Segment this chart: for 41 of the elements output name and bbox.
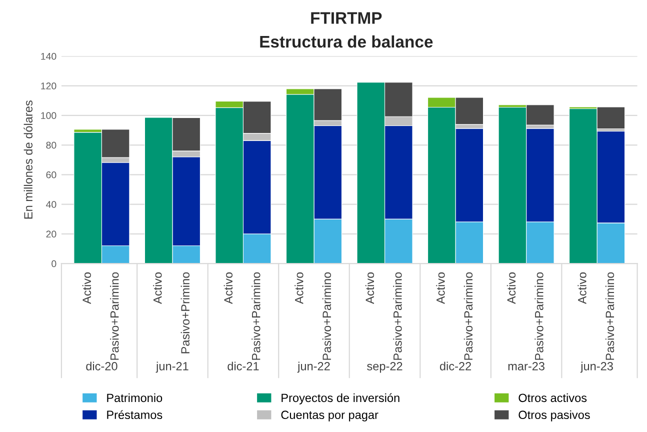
legend-label: Cuentas por pagar	[281, 410, 378, 422]
text: dic-22	[440, 362, 472, 370]
y-tick-label: 60	[46, 171, 56, 178]
x-tick-label: Pasivo+Parimino	[252, 272, 260, 360]
text: jun-22	[297, 362, 330, 373]
x-tick-label: Activo	[153, 272, 162, 304]
legend-label: Otros pasivos	[518, 410, 590, 422]
text: jun-23	[580, 362, 613, 373]
y-tick-label: 120	[41, 82, 56, 90]
y-tick-label: 140	[41, 52, 56, 60]
legend-label: Otros activos	[518, 393, 587, 402]
x-tick-label: Activo	[224, 272, 233, 304]
x-tick-label: Pasivo+Primino	[180, 272, 190, 354]
legend-label: Proyectos de inversión	[282, 393, 400, 404]
text: mar-23	[508, 362, 544, 370]
chart-subtitle: Estructura de balance	[260, 35, 433, 48]
x-tick-label: Pasivo+Parimino	[322, 272, 332, 360]
text: sep-22	[367, 362, 402, 373]
text: jun-21	[156, 362, 188, 373]
x-tick-label: Activo	[436, 272, 445, 304]
x-tick-label: Pasivo+Parimino	[605, 272, 614, 360]
y-tick-label: 100	[41, 112, 56, 120]
legend-label: Préstamos	[107, 410, 162, 420]
x-tick-label: Activo	[294, 272, 304, 304]
x-tick-label: Activo	[82, 272, 91, 304]
x-tick-label: Activo	[365, 272, 374, 304]
x-tick-label: Pasivo+Parimino	[393, 272, 402, 360]
text: dic-21	[228, 362, 259, 370]
y-axis-title: En millones de dólares	[24, 100, 32, 219]
x-tick-label: Activo	[506, 272, 516, 304]
y-tick-label: 0	[52, 260, 56, 268]
chart-title: FTIRTMP	[311, 12, 382, 24]
legend-label: Patrimonio	[107, 393, 162, 402]
y-tick-label: 20	[46, 230, 56, 238]
x-tick-label: Pasivo+Parimino	[110, 272, 119, 360]
text: dic-20	[86, 362, 118, 370]
x-tick-label: Pasivo+Parimino	[464, 272, 473, 360]
x-tick-label: Activo	[578, 272, 586, 304]
y-tick-label: 80	[46, 142, 56, 149]
x-tick-label: Pasivo+Parimino	[534, 272, 544, 360]
y-tick-label: 40	[46, 201, 56, 208]
